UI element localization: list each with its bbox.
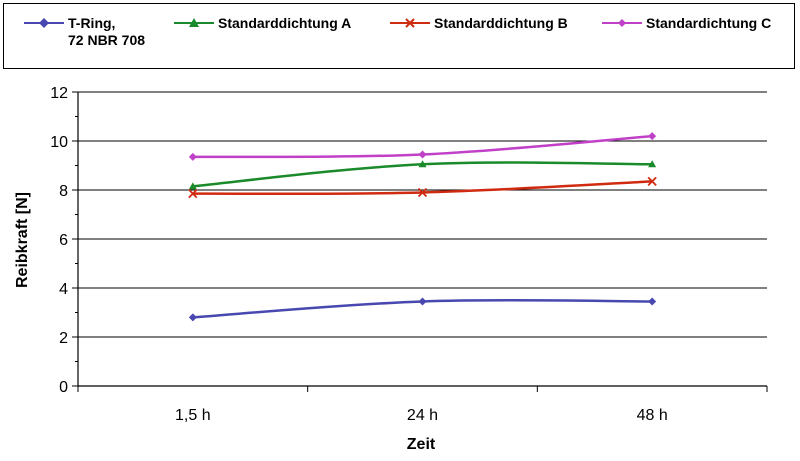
legend-item-standarddichtung-a: Standarddichtung A (172, 15, 351, 32)
x-axis-title: Zeit (407, 436, 436, 453)
legend-label-standarddichtung-a: Standarddichtung A (218, 15, 352, 31)
y-tick-label: 8 (59, 183, 68, 200)
data-point (648, 132, 657, 141)
data-point (188, 189, 198, 199)
data-point (418, 150, 427, 159)
data-point (188, 313, 197, 322)
data-point (647, 176, 657, 187)
y-tick-label: 2 (59, 330, 68, 347)
x-tick-label: 1,5 h (175, 407, 211, 424)
legend-item-standardichtung-c: Standardichtung C (600, 15, 771, 32)
legend-label-t-ring: T-Ring, 72 NBR 708 (68, 15, 146, 48)
data-point (418, 160, 427, 168)
axes: 0 2 4 6 8 10 12 1,5 h 24 h 48 h (50, 85, 768, 424)
y-axis-title: Reibkraft [N] (14, 192, 31, 288)
series-lines (188, 132, 657, 322)
legend-swatch-standarddichtung-b (390, 18, 430, 28)
y-tick-label: 0 (59, 379, 68, 396)
data-point (648, 160, 657, 168)
data-point (648, 297, 657, 306)
data-point (188, 182, 197, 190)
gridlines (78, 91, 767, 338)
x-tick-label: 48 h (637, 407, 668, 424)
data-point (418, 297, 427, 306)
y-tick-label: 10 (50, 134, 68, 151)
data-point (417, 187, 428, 198)
x-tick-label: 24 h (407, 407, 438, 424)
legend-swatch-t-ring (24, 18, 64, 28)
chart-legend: T-Ring, 72 NBR 708 Standarddichtung A St… (3, 3, 795, 69)
legend-swatch-standarddichtung-a (174, 18, 214, 27)
legend-swatch-standardichtung-c (602, 19, 642, 27)
y-tick-label: 6 (59, 232, 68, 249)
legend-label-standardichtung-c: Standardichtung C (646, 15, 772, 31)
y-tick-label: 12 (50, 85, 68, 102)
legend-item-t-ring: T-Ring, 72 NBR 708 (22, 15, 145, 49)
legend-label-standarddichtung-b: Standarddichtung B (434, 15, 568, 31)
data-point (188, 152, 197, 161)
legend-item-standarddichtung-b: Standarddichtung B (388, 15, 568, 32)
y-tick-label: 4 (59, 281, 68, 298)
